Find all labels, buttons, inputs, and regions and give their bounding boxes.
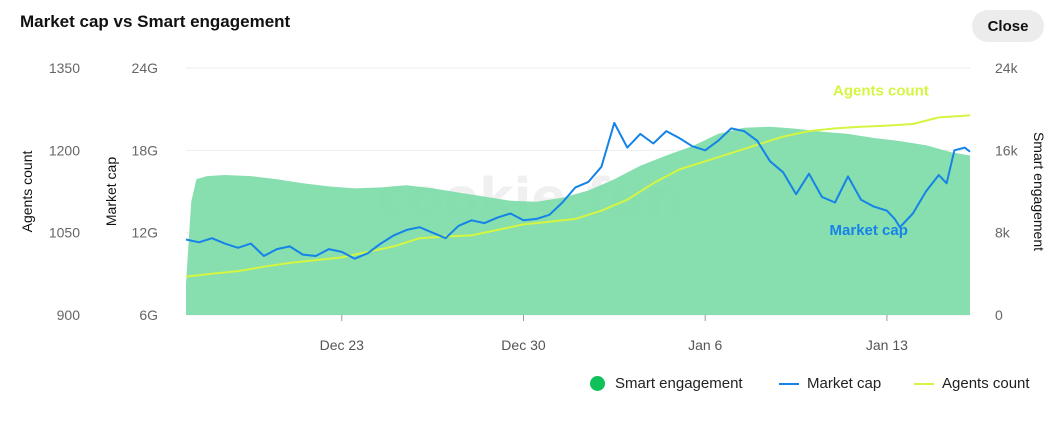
market-cap-tick-3: 24G <box>132 60 158 76</box>
legend-line-icon <box>779 382 799 385</box>
smart-engagement-tick-2: 16k <box>995 142 1019 158</box>
agents-count-annotation: Agents count <box>833 82 929 99</box>
smart-engagement-axis-title: Smart engagement <box>1031 132 1047 251</box>
legend-label: Smart engagement <box>615 375 743 392</box>
close-button[interactable]: Close <box>972 10 1044 42</box>
market-cap-axis-title: Market cap <box>103 157 119 226</box>
x-tick-label-3: Jan 13 <box>866 337 908 353</box>
smart-engagement-tick-0: 0 <box>995 307 1003 323</box>
market-cap-tick-0: 6G <box>139 307 158 323</box>
smart-engagement-area <box>186 126 970 315</box>
series <box>185 114 971 315</box>
agents-count-axis-title: Agents count <box>19 151 35 233</box>
market-cap-line <box>185 121 971 260</box>
market-cap-annotation: Market cap <box>830 222 908 239</box>
legend-dot-icon <box>590 376 605 391</box>
x-tick-label-1: Dec 30 <box>501 337 546 353</box>
agents-count-tick-2: 1200 <box>49 142 80 158</box>
legend-label: Agents count <box>942 375 1030 392</box>
x-tick-label-0: Dec 23 <box>320 337 365 353</box>
smart-engagement-tick-3: 24k <box>995 60 1019 76</box>
legend-item-smart-engagement[interactable]: Smart engagement <box>590 375 743 392</box>
market-cap-tick-1: 12G <box>132 225 158 241</box>
smart-engagement-tick-1: 8k <box>995 225 1011 241</box>
chart-legend: Smart engagement Market cap Agents count <box>0 375 1057 397</box>
legend-label: Market cap <box>807 375 882 392</box>
chart-title: Market cap vs Smart engagement <box>20 12 291 31</box>
legend-line-icon <box>914 382 934 385</box>
agents-count-line <box>185 114 971 278</box>
x-tick-label-2: Jan 6 <box>688 337 722 353</box>
agents-count-tick-3: 1350 <box>49 60 80 76</box>
market-cap-tick-2: 18G <box>132 142 158 158</box>
agents-count-tick-0: 900 <box>57 307 81 323</box>
annotations: Agents count Market cap <box>830 82 929 239</box>
legend-item-agents-count[interactable]: Agents count <box>914 375 1030 392</box>
axes: 900 1050 1200 1350 6G 12G 18G 24G 0 8k 16k 24k Agent… <box>19 60 1047 353</box>
agents-count-tick-1: 1050 <box>49 225 80 241</box>
legend-item-market-cap[interactable]: Market cap <box>779 375 881 392</box>
